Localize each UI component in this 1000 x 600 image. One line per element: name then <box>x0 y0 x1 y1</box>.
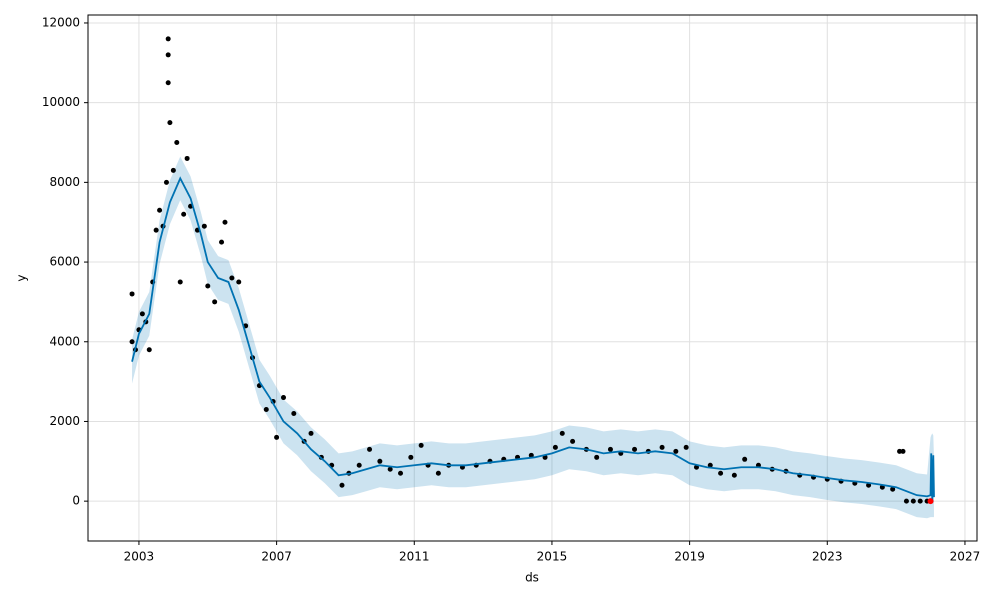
observation <box>659 444 665 450</box>
observation <box>367 446 373 452</box>
observation <box>435 470 441 476</box>
observation <box>129 291 135 297</box>
observation <box>205 283 211 289</box>
observation <box>184 155 190 161</box>
observation <box>594 454 600 460</box>
observation <box>387 466 393 472</box>
y-tick-label: 10000 <box>42 95 80 109</box>
y-tick-label: 0 <box>72 494 80 508</box>
observation <box>917 498 923 504</box>
observation <box>181 211 187 217</box>
observation <box>219 239 225 245</box>
observation <box>897 448 903 454</box>
plot-frame <box>87 14 978 542</box>
observation <box>146 347 152 353</box>
y-tick-label: 12000 <box>42 15 80 29</box>
x-tick-label: 2023 <box>812 550 843 564</box>
observation <box>165 80 171 86</box>
observation <box>707 462 713 468</box>
x-tick-label: 2027 <box>950 550 981 564</box>
observation <box>900 448 906 454</box>
x-tick-label: 2011 <box>399 550 430 564</box>
x-tick-label: 2019 <box>674 550 705 564</box>
observation <box>177 279 183 285</box>
y-tick-label: 8000 <box>49 175 80 189</box>
observation <box>174 140 180 146</box>
observation <box>683 444 689 450</box>
observation <box>170 167 176 173</box>
observation <box>163 179 169 185</box>
x-tick-label: 2015 <box>537 550 568 564</box>
observation <box>903 498 909 504</box>
y-tick-label: 4000 <box>49 334 80 348</box>
observation <box>201 223 207 229</box>
observation <box>528 452 534 458</box>
observation <box>139 311 145 317</box>
observation <box>157 207 163 213</box>
observation <box>742 456 748 462</box>
observation <box>274 434 280 440</box>
observation <box>236 279 242 285</box>
y-tick-label: 6000 <box>49 255 80 269</box>
highlight-point <box>927 498 934 505</box>
forecast-line <box>131 176 935 502</box>
observation <box>280 395 286 401</box>
observation <box>408 454 414 460</box>
observation <box>165 36 171 42</box>
y-axis-label: y <box>15 274 29 281</box>
observation <box>263 407 269 412</box>
observation <box>165 52 171 58</box>
x-axis-label: ds <box>525 571 539 585</box>
observation <box>212 299 218 305</box>
observation <box>291 410 297 416</box>
observation <box>632 446 638 452</box>
observation <box>910 498 916 504</box>
y-tick-label: 2000 <box>49 414 80 428</box>
observation <box>607 446 613 452</box>
x-tick-label: 2003 <box>124 550 155 564</box>
observation <box>731 472 737 478</box>
observation <box>356 462 362 468</box>
observation <box>129 339 135 345</box>
observation <box>167 120 173 126</box>
observation <box>673 448 679 454</box>
x-tick-label: 2007 <box>261 550 292 564</box>
observation <box>570 438 576 444</box>
observation <box>377 458 383 464</box>
observation <box>418 442 424 448</box>
observation <box>718 470 724 476</box>
observation <box>308 430 314 436</box>
observation <box>153 227 159 233</box>
observation <box>552 444 558 450</box>
observation <box>339 482 345 488</box>
observation <box>890 486 896 492</box>
observation <box>229 275 235 281</box>
observation <box>222 219 228 225</box>
observation <box>559 430 565 436</box>
observation <box>398 470 404 476</box>
